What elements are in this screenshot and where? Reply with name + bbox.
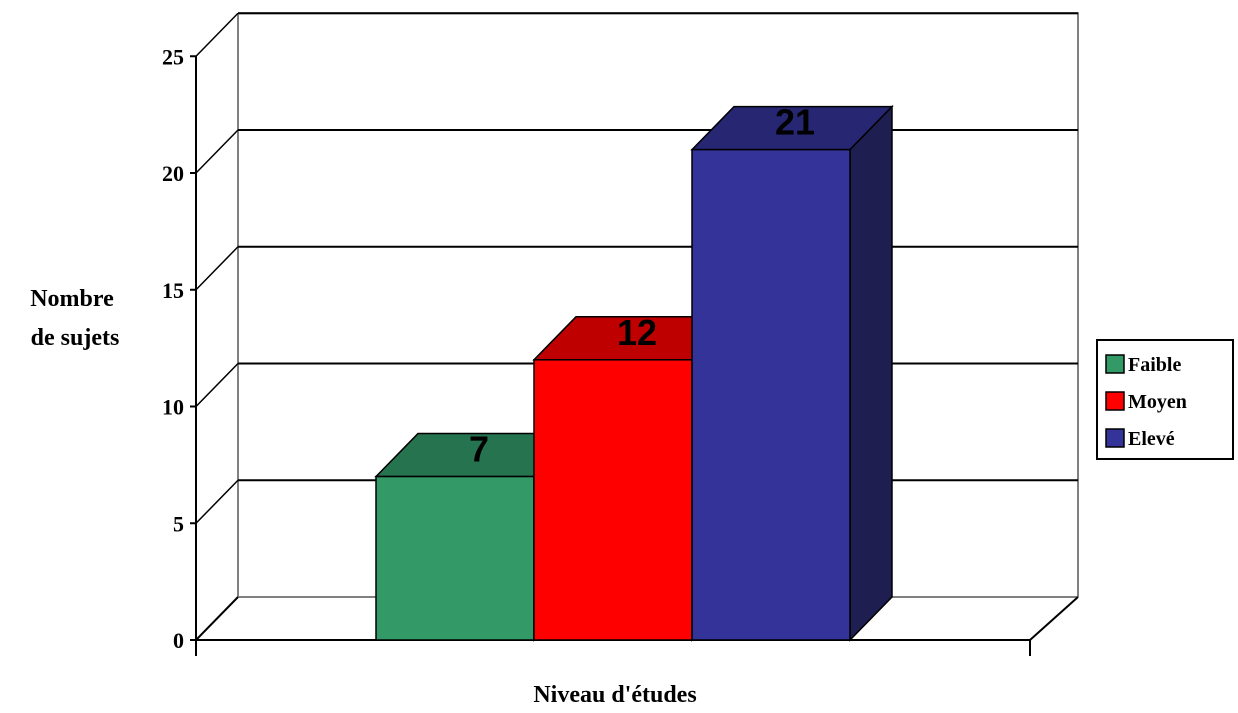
bar <box>533 359 693 641</box>
legend-swatch <box>1105 391 1125 411</box>
y-tick-label: 25 <box>162 44 184 69</box>
y-tick-label: 20 <box>162 161 184 186</box>
bar <box>375 475 535 641</box>
x-axis-title: Niveau d'études <box>533 682 696 708</box>
data-label: 7 <box>469 429 489 470</box>
floor-left-edge <box>195 596 239 641</box>
y-tick-labels: 0 5 10 15 20 25 <box>162 44 184 653</box>
gridline-side <box>195 12 239 57</box>
data-label: 12 <box>617 312 657 353</box>
y-tick-label: 10 <box>162 395 184 420</box>
y-axis-title-line1: Nombre <box>30 286 114 312</box>
legend-swatch <box>1105 354 1125 374</box>
gridline-side <box>195 479 239 524</box>
y-tick-label: 5 <box>173 511 184 536</box>
y-tick-label: 0 <box>173 628 184 653</box>
data-label: 21 <box>775 102 815 143</box>
legend: Faible Moyen Elevé <box>1096 339 1234 460</box>
gridline-side <box>195 362 239 408</box>
bar-side <box>849 104 893 642</box>
legend-label: Elevé <box>1128 428 1175 450</box>
bars <box>374 104 894 642</box>
gridline-side <box>195 129 239 174</box>
bar <box>691 148 851 641</box>
floor-right-edge <box>1029 596 1079 641</box>
y-tick-label: 15 <box>162 278 184 303</box>
y-axis-title-line2: de sujets <box>31 325 120 351</box>
data-labels: 7 12 21 <box>469 102 815 470</box>
gridline-side <box>195 246 239 291</box>
legend-swatch <box>1105 428 1125 448</box>
legend-label: Moyen <box>1128 391 1187 413</box>
legend-label: Faible <box>1128 354 1181 376</box>
